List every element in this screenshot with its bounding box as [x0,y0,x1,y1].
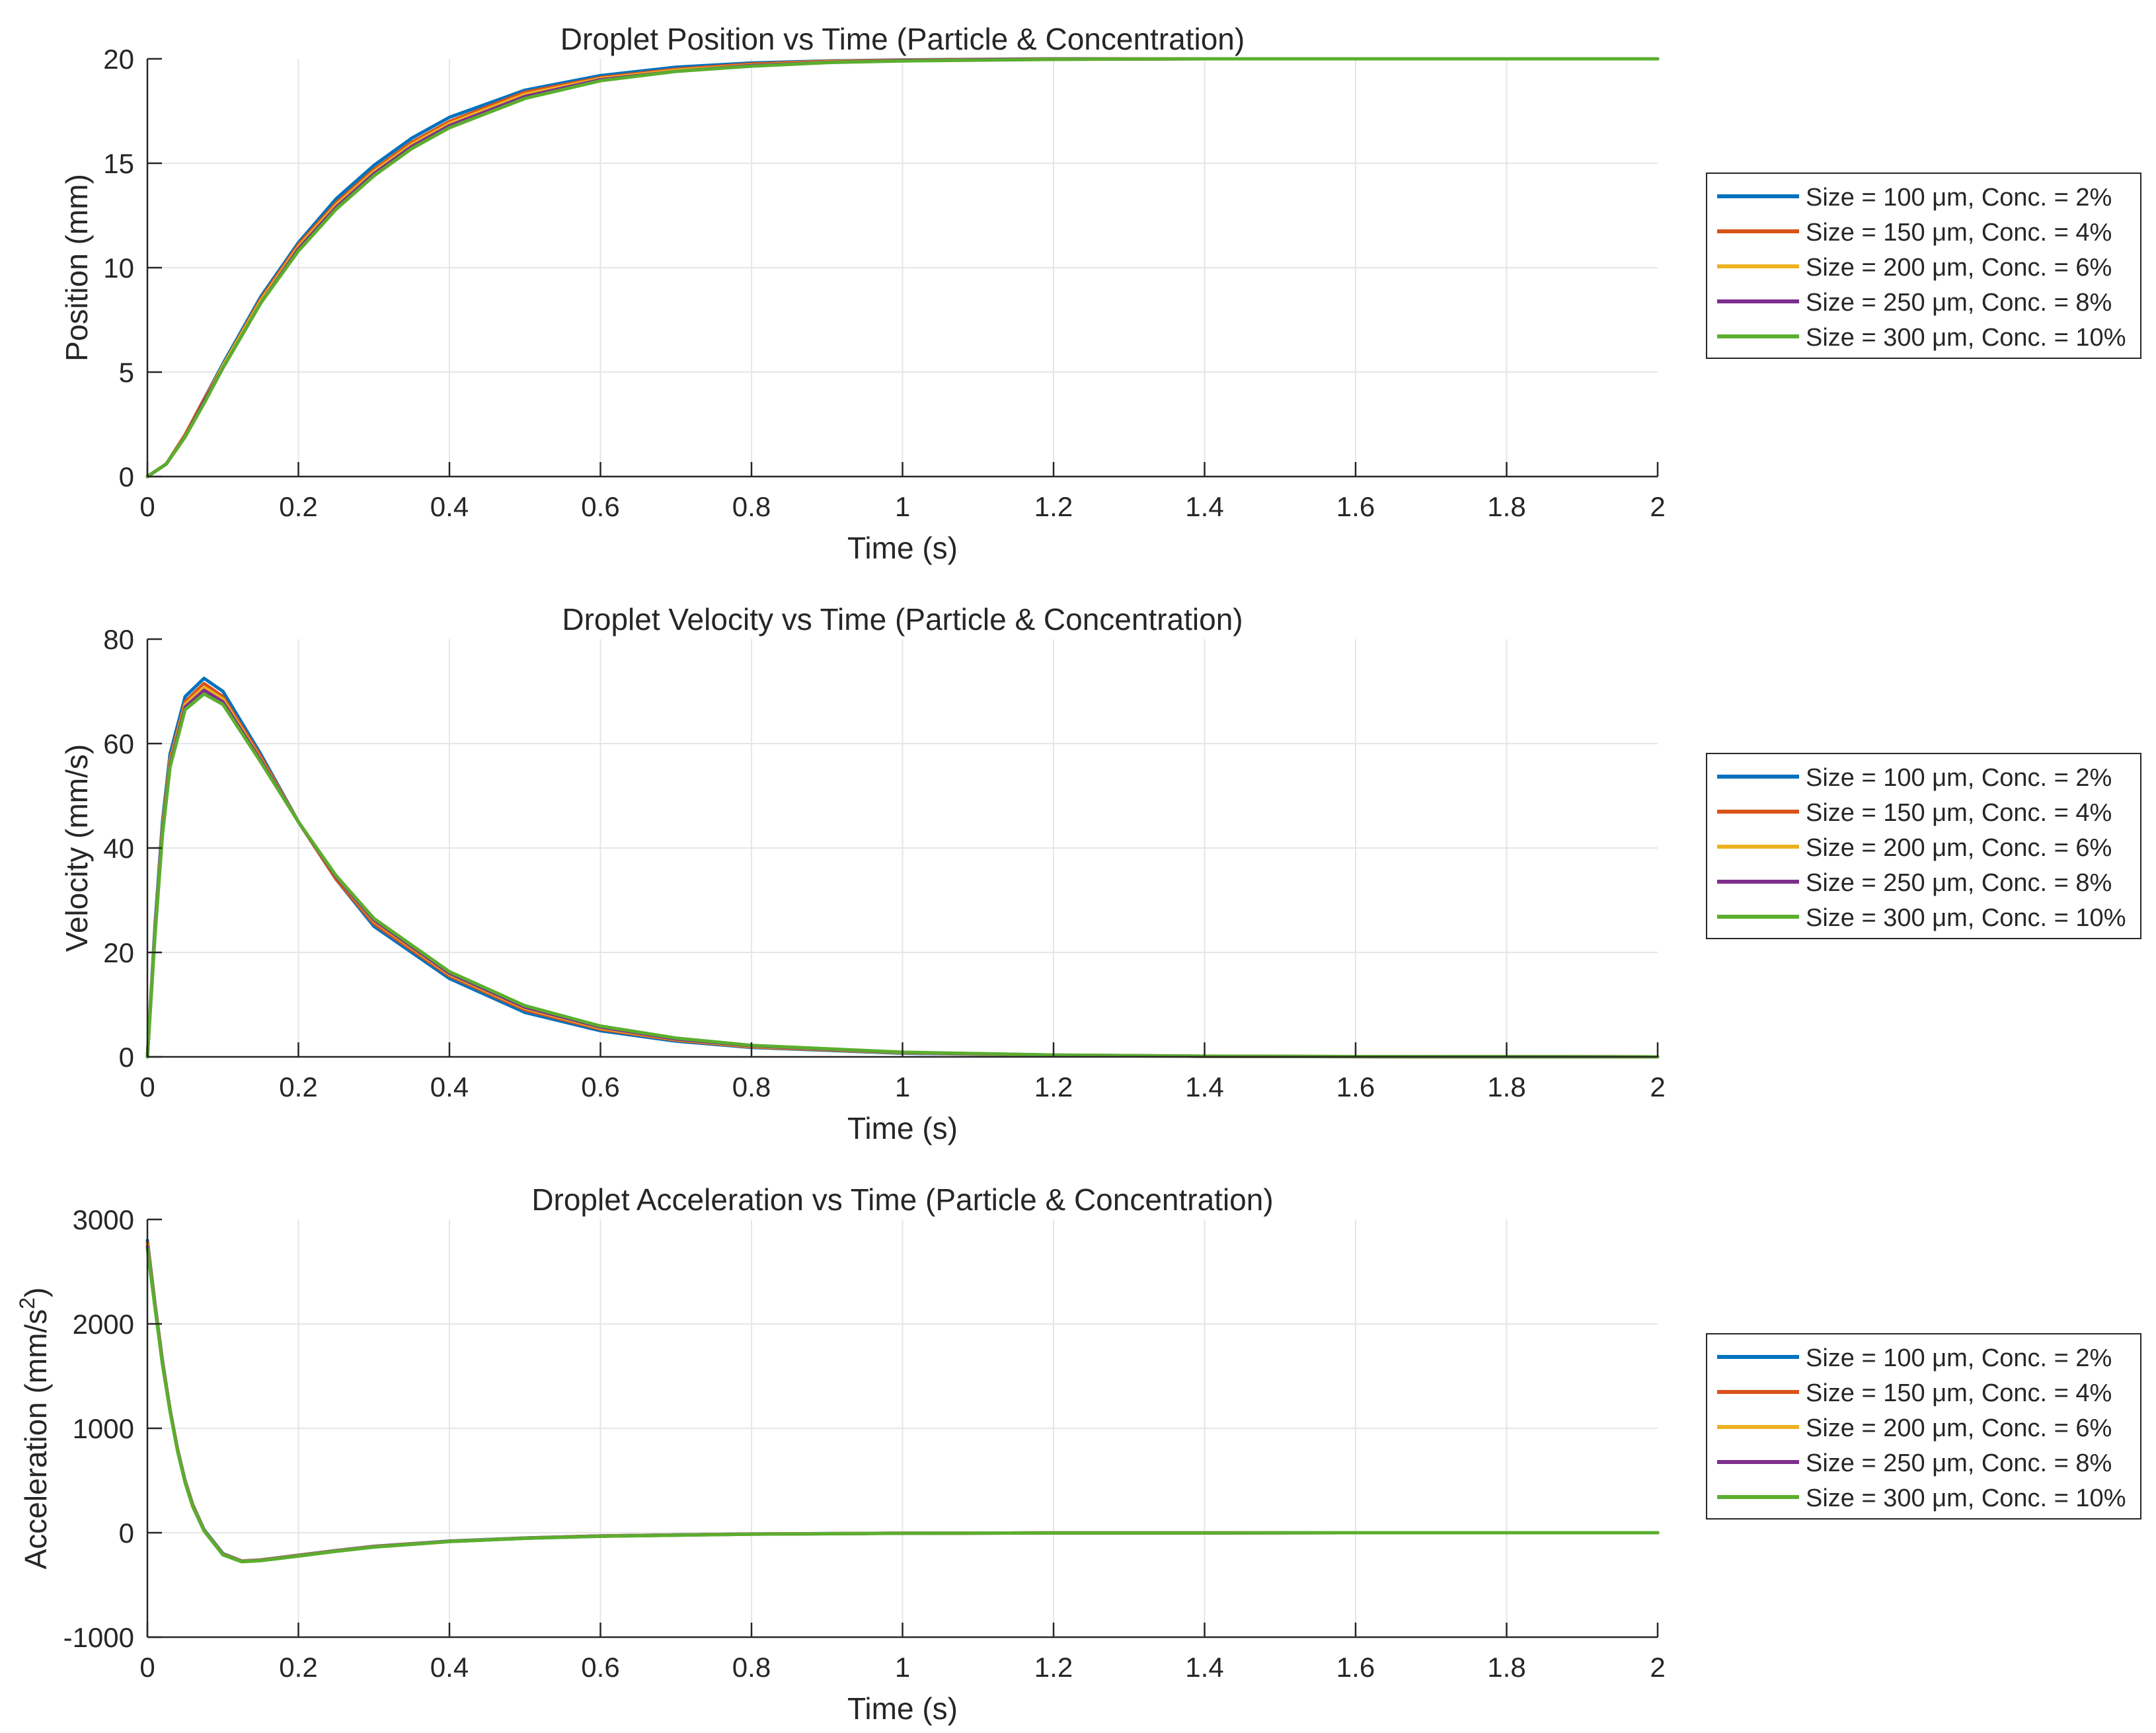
y-tick-label: 3000 [73,1204,134,1235]
legend-label-4: Size = 250 μm, Conc. = 8% [1806,1449,2112,1477]
y-axis-label: Acceleration (mm/s2) [15,1288,53,1570]
legend: Size = 100 μm, Conc. = 2% Size = 150 μm, … [1706,173,2141,359]
x-tick-label: 1.4 [1185,1652,1223,1683]
x-tick-label: 1 [895,491,910,522]
x-tick-label: 2 [1650,1071,1665,1102]
x-tick-label: 0.4 [430,1071,469,1102]
x-tick-label: 1.8 [1487,491,1525,522]
x-tick-label: 1.2 [1034,1071,1073,1102]
x-tick-label: 0.2 [279,491,317,522]
legend-label-2: Size = 150 μm, Conc. = 4% [1806,219,2112,247]
x-tick-label: 1.4 [1185,1071,1223,1102]
legend-label-2: Size = 150 μm, Conc. = 4% [1806,1379,2112,1407]
x-tick-label: 0.8 [732,1071,771,1102]
x-tick-label: 0.4 [430,491,469,522]
y-tick-label: 10 [103,252,134,284]
legend-label-4: Size = 250 μm, Conc. = 8% [1806,289,2112,317]
x-axis-label: Time (s) [847,1691,958,1726]
legend-label-2: Size = 150 μm, Conc. = 4% [1806,799,2112,827]
x-tick-label: 0 [139,491,155,522]
x-tick-label: 2 [1650,1652,1665,1683]
x-tick-label: 0.4 [430,1652,469,1683]
y-axis-label: Position (mm) [59,174,94,362]
x-tick-label: 1.2 [1034,1652,1073,1683]
x-tick-label: 1.8 [1487,1071,1525,1102]
y-tick-label: 2000 [73,1309,134,1340]
y-tick-label: -1000 [63,1622,134,1653]
x-tick-label: 1.8 [1487,1652,1525,1683]
legend-label-5: Size = 300 μm, Conc. = 10% [1806,1484,2126,1512]
chart-3: 0 0.2 0.4 0.6 0.8 1 1.2 1.4 1.6 1.8 2-100001000200… [15,1182,2141,1726]
series-line-5 [145,1247,1660,1564]
y-tick-label: 40 [103,833,134,864]
x-tick-label: 1 [895,1652,910,1683]
x-tick-label: 0.6 [581,1071,619,1102]
x-tick-label: 0 [139,1071,155,1102]
x-tick-label: 0.8 [732,491,771,522]
chart-title: Droplet Position vs Time (Particle & Con… [560,22,1245,56]
x-tick-label: 1 [895,1071,910,1102]
series-line-5 [145,57,1660,479]
x-tick-label: 0.6 [581,1652,619,1683]
y-tick-label: 0 [119,1518,134,1549]
y-tick-label: 1000 [73,1413,134,1444]
x-tick-label: 1.6 [1336,1071,1375,1102]
x-tick-label: 1.6 [1336,491,1375,522]
y-tick-label: 0 [119,461,134,492]
y-tick-label: 5 [119,357,134,388]
x-axis-label: Time (s) [847,531,958,565]
legend-label-3: Size = 200 μm, Conc. = 6% [1806,254,2112,282]
x-tick-label: 1.2 [1034,491,1073,522]
y-tick-label: 15 [103,148,134,179]
x-tick-label: 1.4 [1185,491,1223,522]
x-tick-label: 0.8 [732,1652,771,1683]
legend-label-5: Size = 300 μm, Conc. = 10% [1806,904,2126,932]
series-line-5 [145,692,1660,1059]
legend-label-3: Size = 200 μm, Conc. = 6% [1806,834,2112,862]
legend-label-4: Size = 250 μm, Conc. = 8% [1806,869,2112,897]
chart-1: 0 0.2 0.4 0.6 0.8 1 1.2 1.4 1.6 1.8 205101520Dropl… [59,22,2141,565]
y-tick-label: 0 [119,1042,134,1073]
legend-label-1: Size = 100 μm, Conc. = 2% [1806,1344,2112,1372]
legend: Size = 100 μm, Conc. = 2% Size = 150 μm, … [1706,1333,2141,1520]
x-tick-label: 0.2 [279,1652,317,1683]
legend-label-5: Size = 300 μm, Conc. = 10% [1806,324,2126,352]
chart-2: 0 0.2 0.4 0.6 0.8 1 1.2 1.4 1.6 1.8 2020406080Drop… [59,602,2141,1145]
y-tick-label: 60 [103,728,134,759]
y-axis-label-superscript: 2 [15,1297,39,1309]
legend-label-3: Size = 200 μm, Conc. = 6% [1806,1414,2112,1442]
legend-label-1: Size = 100 μm, Conc. = 2% [1806,184,2112,212]
x-tick-label: 0 [139,1652,155,1683]
x-tick-label: 2 [1650,491,1665,522]
chart-title: Droplet Velocity vs Time (Particle & Con… [562,602,1243,636]
x-tick-label: 1.6 [1336,1652,1375,1683]
x-tick-label: 0.2 [279,1071,317,1102]
legend-label-1: Size = 100 μm, Conc. = 2% [1806,764,2112,792]
y-axis-label: Velocity (mm/s) [59,744,94,952]
x-tick-label: 0.6 [581,491,619,522]
x-axis-label: Time (s) [847,1111,958,1145]
chart-title: Droplet Acceleration vs Time (Particle &… [531,1182,1273,1217]
y-tick-label: 80 [103,624,134,655]
y-tick-label: 20 [103,44,134,75]
y-tick-label: 20 [103,937,134,968]
legend: Size = 100 μm, Conc. = 2% Size = 150 μm, … [1706,753,2141,939]
